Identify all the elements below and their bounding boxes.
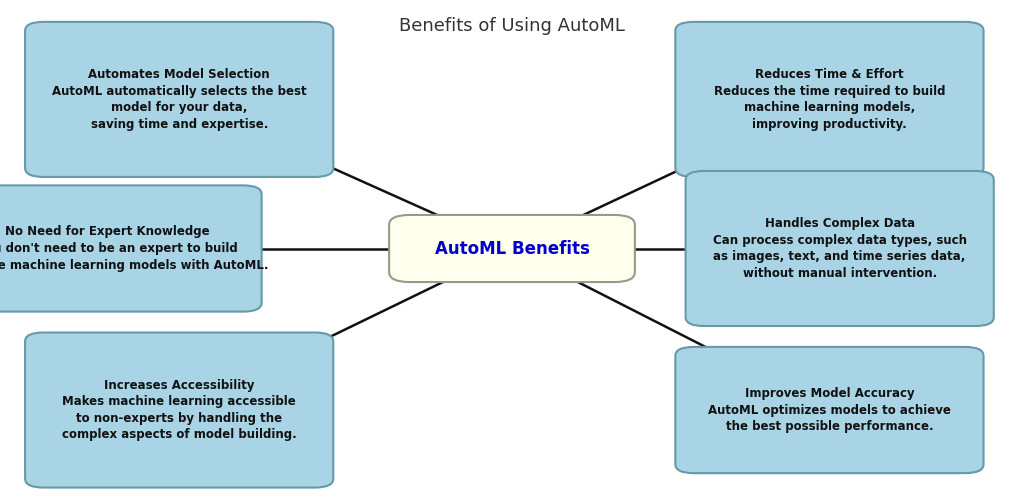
Text: No Need for Expert Knowledge
You don't need to be an expert to build
effective m: No Need for Expert Knowledge You don't n…	[0, 226, 268, 271]
FancyBboxPatch shape	[676, 347, 983, 473]
Text: Handles Complex Data
Can process complex data types, such
as images, text, and t: Handles Complex Data Can process complex…	[713, 217, 967, 280]
Text: Increases Accessibility
Makes machine learning accessible
to non-experts by hand: Increases Accessibility Makes machine le…	[61, 379, 297, 441]
Text: Benefits of Using AutoML: Benefits of Using AutoML	[399, 17, 625, 35]
FancyBboxPatch shape	[0, 185, 261, 312]
FancyBboxPatch shape	[686, 171, 993, 326]
Text: Automates Model Selection
AutoML automatically selects the best
model for your d: Automates Model Selection AutoML automat…	[52, 68, 306, 131]
FancyBboxPatch shape	[25, 332, 333, 488]
Text: Improves Model Accuracy
AutoML optimizes models to achieve
the best possible per: Improves Model Accuracy AutoML optimizes…	[708, 387, 951, 433]
FancyBboxPatch shape	[389, 215, 635, 282]
FancyBboxPatch shape	[25, 22, 333, 177]
Text: Reduces Time & Effort
Reduces the time required to build
machine learning models: Reduces Time & Effort Reduces the time r…	[714, 68, 945, 131]
FancyBboxPatch shape	[676, 22, 983, 177]
Text: AutoML Benefits: AutoML Benefits	[434, 240, 590, 257]
